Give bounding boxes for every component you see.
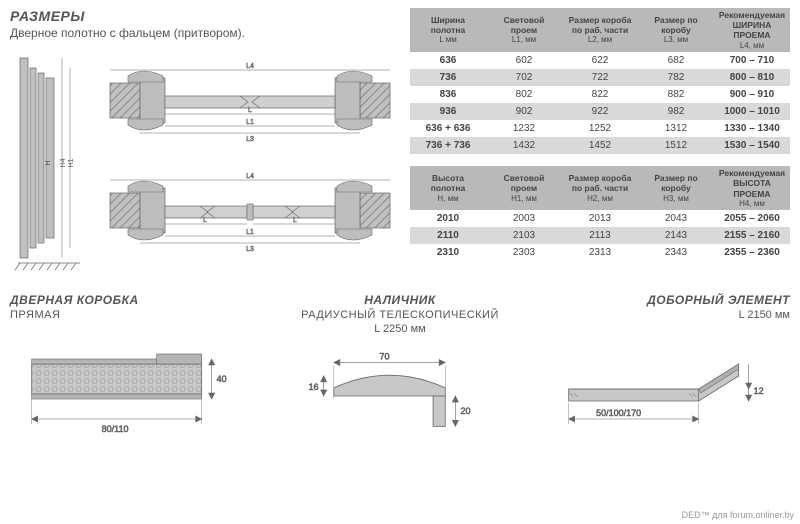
svg-text:L: L [203, 217, 207, 224]
frame-drawing: 40 80/110 [10, 329, 263, 439]
cell: 2313 [562, 244, 638, 261]
cell: 2113 [562, 227, 638, 244]
cell: 1232 [486, 120, 562, 137]
svg-text:H4: H4 [60, 158, 67, 167]
cell: 2043 [638, 210, 714, 227]
extender-length: L 2150 мм [537, 309, 790, 321]
table-row: 736702722782800 – 810 [410, 69, 790, 86]
cell: 2110 [410, 227, 486, 244]
svg-text:L1: L1 [246, 229, 254, 236]
cell: 602 [486, 52, 562, 69]
table-row: 9369029229821000 – 1010 [410, 103, 790, 120]
col-header: СветовойпроемH1, мм [486, 166, 562, 210]
col-header: Размер коробапо раб. частиH2, мм [562, 166, 638, 210]
svg-text:L: L [293, 217, 297, 224]
casing-title: НАЛИЧНИК [273, 293, 526, 307]
casing-subtitle: РАДИУСНЫЙ ТЕЛЕСКОПИЧЕСКИЙ [273, 309, 526, 321]
cell: 800 – 810 [714, 69, 790, 86]
cell: 2013 [562, 210, 638, 227]
cell: 1000 – 1010 [714, 103, 790, 120]
svg-text:50/100/170: 50/100/170 [596, 408, 641, 418]
cell: 1512 [638, 137, 714, 154]
svg-text:20: 20 [461, 406, 471, 416]
cell: 736 + 736 [410, 137, 486, 154]
extender-drawing: 50/100/170 12 [537, 329, 790, 439]
door-diagram: H4 H1 H [10, 48, 410, 278]
casing-length: L 2250 мм [273, 323, 526, 335]
cell: 622 [562, 52, 638, 69]
cell: 836 [410, 86, 486, 103]
cell: 722 [562, 69, 638, 86]
col-header: ШиринаполотнаL мм [410, 8, 486, 52]
cell: 2355 – 2360 [714, 244, 790, 261]
cell: 902 [486, 103, 562, 120]
col-header: ВысотаполотнаH, мм [410, 166, 486, 210]
cell: 1530 – 1540 [714, 137, 790, 154]
watermark: DED™ для forum.onliner.by [682, 510, 794, 520]
frame-subtitle: ПРЯМАЯ [10, 309, 263, 321]
svg-text:L4: L4 [246, 63, 254, 70]
svg-text:H: H [45, 160, 52, 165]
table-row: 736 + 7361432145215121530 – 1540 [410, 137, 790, 154]
svg-text:H1: H1 [68, 158, 75, 167]
cell: 2055 – 2060 [714, 210, 790, 227]
page-subtitle: Дверное полотно с фальцем (притвором). [10, 26, 410, 40]
table-row: 21102103211321432155 – 2160 [410, 227, 790, 244]
svg-text:80/110: 80/110 [102, 424, 129, 434]
cell: 922 [562, 103, 638, 120]
svg-text:L: L [248, 107, 252, 114]
col-header: РекомендуемаяШИРИНА ПРОЕМАL4, мм [714, 8, 790, 52]
casing-drawing: 70 16 20 [273, 343, 526, 453]
cell: 900 – 910 [714, 86, 790, 103]
cell: 2003 [486, 210, 562, 227]
col-header: Размер покоробуH3, мм [638, 166, 714, 210]
svg-text:12: 12 [753, 386, 763, 396]
cell: 2143 [638, 227, 714, 244]
cell: 636 [410, 52, 486, 69]
extender-title: ДОБОРНЫЙ ЭЛЕМЕНТ [537, 293, 790, 307]
cell: 736 [410, 69, 486, 86]
svg-text:L4: L4 [246, 173, 254, 180]
cell: 636 + 636 [410, 120, 486, 137]
svg-text:70: 70 [380, 351, 390, 361]
cell: 802 [486, 86, 562, 103]
svg-text:40: 40 [217, 374, 227, 384]
cell: 700 – 710 [714, 52, 790, 69]
col-header: РекомендуемаяВЫСОТА ПРОЕМАH4, мм [714, 166, 790, 210]
col-header: Размер коробапо раб. частиL2, мм [562, 8, 638, 52]
height-table: ВысотаполотнаH, ммСветовойпроемH1, ммРаз… [410, 166, 790, 261]
table-row: 23102303231323432355 – 2360 [410, 244, 790, 261]
cell: 1432 [486, 137, 562, 154]
cell: 882 [638, 86, 714, 103]
col-header: Размер покоробуL3, мм [638, 8, 714, 52]
cell: 936 [410, 103, 486, 120]
cell: 2155 – 2160 [714, 227, 790, 244]
table-row: 636 + 6361232125213121330 – 1340 [410, 120, 790, 137]
cell: 822 [562, 86, 638, 103]
page-title: РАЗМЕРЫ [10, 8, 410, 24]
col-header: СветовойпроемL1, мм [486, 8, 562, 52]
cell: 2010 [410, 210, 486, 227]
cell: 702 [486, 69, 562, 86]
cell: 782 [638, 69, 714, 86]
cell: 2343 [638, 244, 714, 261]
table-row: 20102003201320432055 – 2060 [410, 210, 790, 227]
frame-title: ДВЕРНАЯ КОРОБКА [10, 293, 263, 307]
svg-text:L3: L3 [246, 136, 254, 143]
cell: 682 [638, 52, 714, 69]
cell: 1312 [638, 120, 714, 137]
cell: 2103 [486, 227, 562, 244]
cell: 1252 [562, 120, 638, 137]
svg-text:L3: L3 [246, 246, 254, 253]
svg-text:L1: L1 [246, 119, 254, 126]
svg-text:16: 16 [309, 382, 319, 392]
cell: 982 [638, 103, 714, 120]
table-row: 636602622682700 – 710 [410, 52, 790, 69]
cell: 1452 [562, 137, 638, 154]
table-row: 836802822882900 – 910 [410, 86, 790, 103]
cell: 1330 – 1340 [714, 120, 790, 137]
cell: 2310 [410, 244, 486, 261]
width-table: ШиринаполотнаL ммСветовойпроемL1, ммРазм… [410, 8, 790, 154]
cell: 2303 [486, 244, 562, 261]
